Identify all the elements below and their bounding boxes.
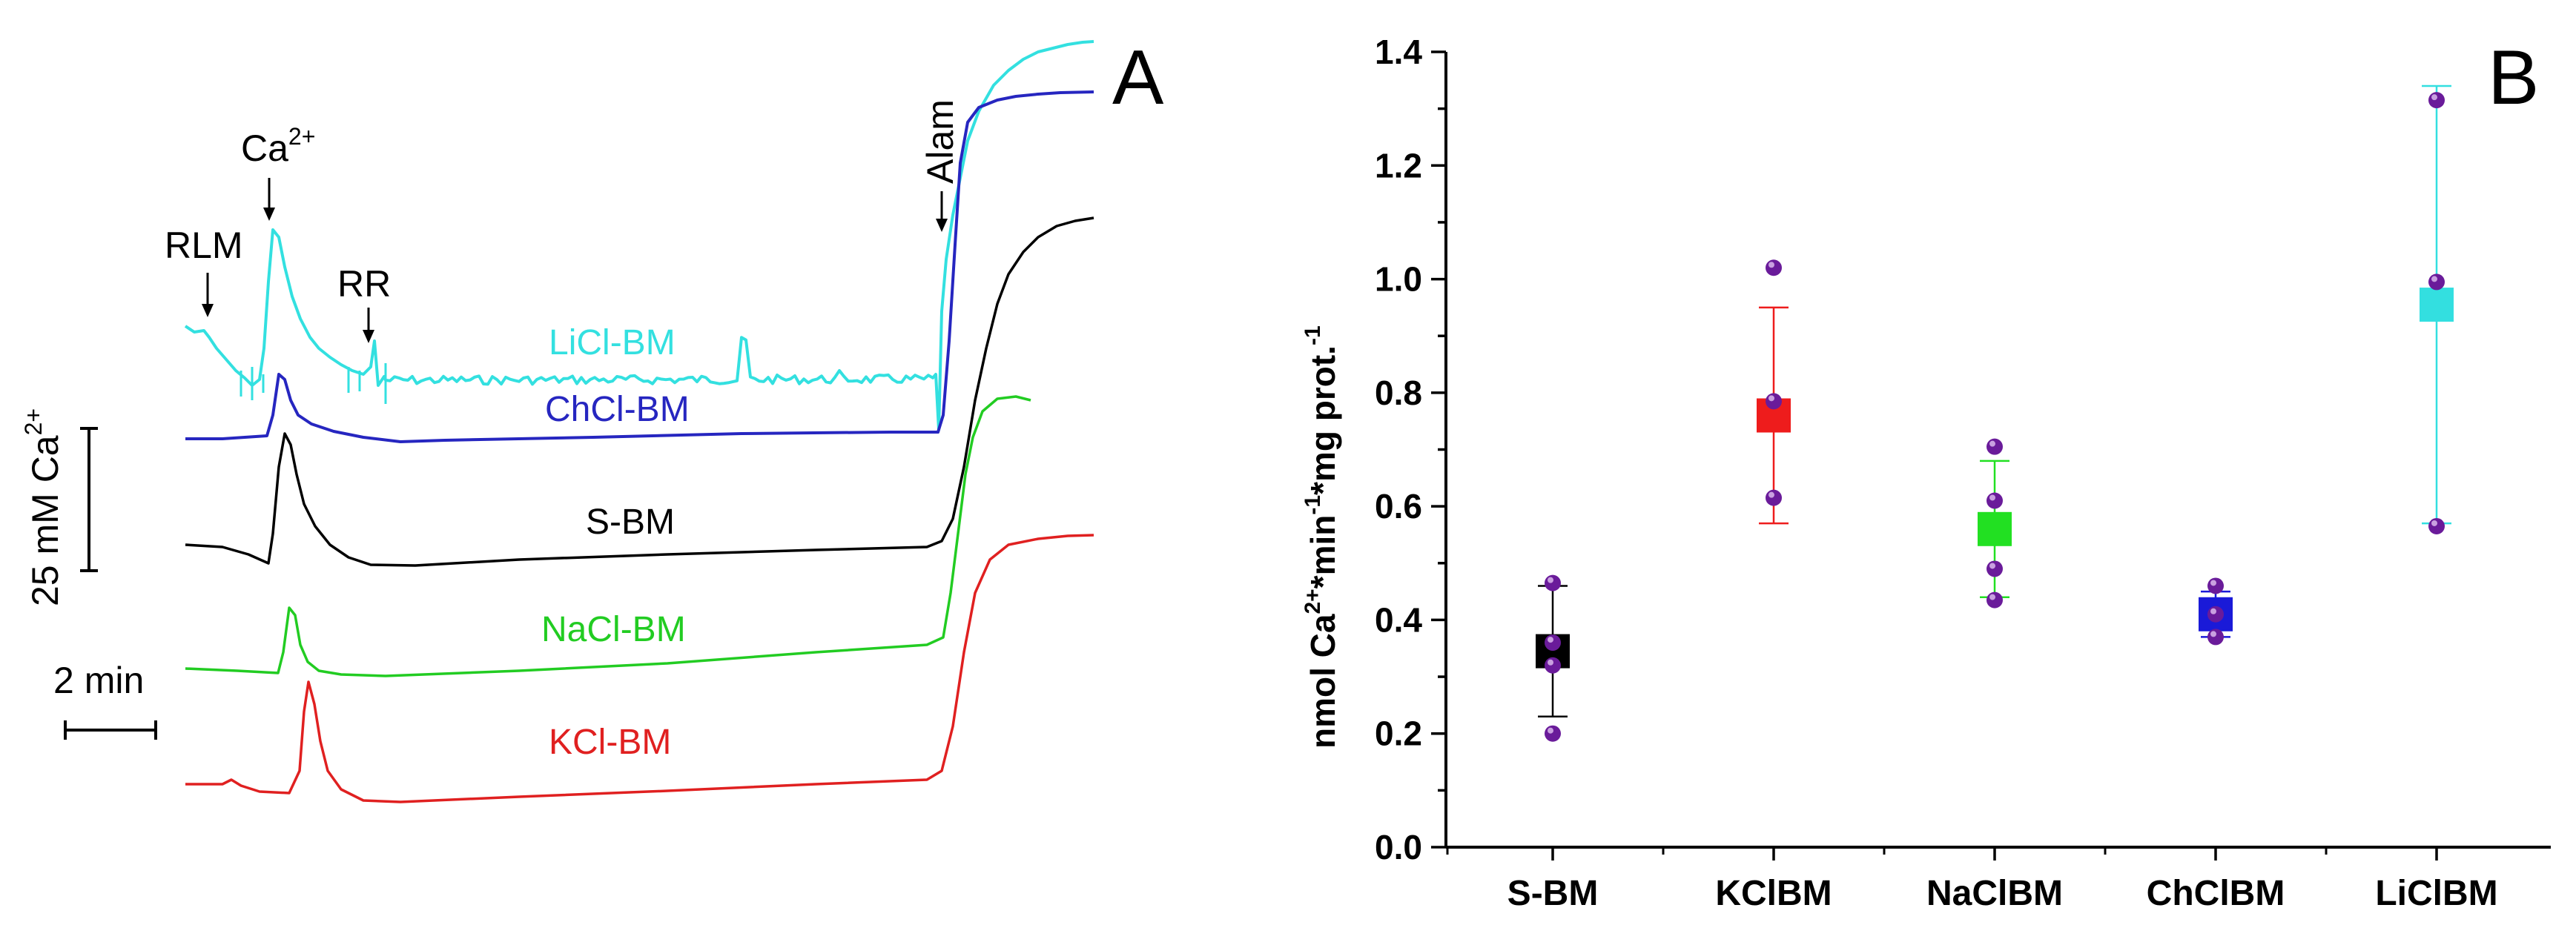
x-tick-label: LiClBM — [2375, 874, 2497, 913]
data-point — [1545, 657, 1561, 674]
series-naclbm — [1978, 438, 2012, 609]
panel-b-y-ticks: 0.0 0.2 0.4 0.6 0.8 1.0 1.2 1.4 — [1375, 33, 1446, 866]
y-tick-label: 0.2 — [1375, 714, 1422, 753]
data-point — [1545, 574, 1561, 591]
data-point — [1987, 492, 2003, 509]
data-point — [1987, 560, 2003, 577]
y-scale-label: 25 mM Ca2+ — [20, 408, 66, 606]
y-tick-label: 0.6 — [1375, 487, 1422, 525]
data-point-highlight — [1548, 727, 1553, 734]
data-point-highlight — [1768, 262, 1774, 268]
arrow-rlm — [202, 273, 214, 317]
x-tick-label: KClBM — [1715, 874, 1832, 913]
trace-label-chcl: ChCl-BM — [545, 390, 690, 429]
data-point-highlight — [1989, 563, 1995, 569]
y-tick-label: 0.4 — [1375, 600, 1422, 639]
arrow-alam — [936, 191, 948, 232]
data-point-highlight — [1989, 440, 1995, 447]
data-point-highlight — [1548, 659, 1553, 666]
annotation-ca: Ca2+ — [241, 123, 315, 169]
x-scale-label: 2 min — [53, 660, 144, 701]
trace-sbm — [185, 216, 1094, 567]
data-point — [1545, 634, 1561, 651]
arrow-ca — [263, 178, 275, 221]
panel-b-marks — [1536, 84, 2454, 742]
y-scale-bar — [80, 427, 98, 572]
panel-a: A LiCl-BM ChCl-BM S-BM NaCl-BM KCl-BM RL… — [20, 35, 1164, 803]
series-liclbm — [2420, 84, 2454, 534]
data-point-highlight — [1989, 594, 1995, 600]
trace-licl — [184, 40, 1094, 431]
x-tick-label: S-BM — [1507, 874, 1599, 913]
data-point-highlight — [2431, 276, 2437, 282]
panel-a-letter: A — [1112, 35, 1164, 121]
y-tick-label: 0.0 — [1375, 828, 1422, 866]
trace-chcl — [185, 90, 1094, 443]
annotation-ca-superscript: 2+ — [288, 123, 315, 150]
data-point-highlight — [1548, 637, 1553, 643]
data-point — [2428, 517, 2445, 534]
data-point-highlight — [1768, 491, 1774, 498]
trace-label-sbm: S-BM — [586, 503, 675, 542]
data-point-highlight — [1548, 577, 1553, 583]
data-point-highlight — [2210, 580, 2216, 586]
data-point — [1766, 393, 1782, 410]
x-tick-label: NaClBM — [1926, 874, 2063, 913]
data-point — [2207, 606, 2224, 623]
annotation-rr: RR — [337, 263, 391, 305]
data-point-highlight — [2431, 94, 2437, 101]
annotation-rlm: RLM — [165, 225, 243, 266]
trace-nacl — [185, 395, 1031, 677]
x-tick-label: ChClBM — [2147, 874, 2285, 913]
panel-b: B nmol Ca2+*min-1*mg prot.-1 0.00.20.40.… — [1301, 33, 2551, 913]
data-point — [1766, 489, 1782, 506]
svg-text:25 mM Ca2+: 25 mM Ca2+ — [20, 408, 66, 606]
svg-text:nmol Ca2+*min-1*mg prot.-1: nmol Ca2+*min-1*mg prot.-1 — [1301, 325, 1342, 749]
trace-label-licl: LiCl-BM — [549, 323, 676, 362]
data-point — [1766, 259, 1782, 276]
series-s-bm — [1536, 574, 1570, 742]
mean-marker — [1978, 511, 2012, 546]
annotation-alam: Alam — [919, 99, 961, 184]
panel-b-letter: B — [2488, 35, 2539, 121]
data-point-highlight — [2431, 520, 2437, 526]
y-tick-label: 1.4 — [1375, 33, 1422, 71]
data-point-highlight — [1768, 395, 1774, 402]
data-point — [2428, 92, 2445, 109]
x-scale-bar — [64, 720, 157, 740]
y-tick-label: 1.2 — [1375, 146, 1422, 185]
series-chclbm — [2199, 577, 2233, 646]
data-point-highlight — [2210, 631, 2216, 637]
trace-kcl — [185, 534, 1094, 803]
data-point — [1987, 438, 2003, 455]
data-point-highlight — [1989, 494, 1995, 501]
arrow-rr — [363, 308, 374, 343]
panel-b-x-ticks: S-BM KClBM NaClBM ChClBM LiClBM — [1446, 847, 2498, 913]
data-point — [2207, 629, 2224, 646]
y-axis-label: nmol Ca2+*min-1*mg prot.-1 — [1301, 325, 1342, 749]
series-kclbm — [1757, 259, 1791, 525]
data-point — [1987, 591, 2003, 609]
data-point-highlight — [2210, 608, 2216, 614]
panel-a-traces — [184, 40, 1094, 803]
data-point — [1545, 725, 1561, 742]
svg-text:Ca2+: Ca2+ — [241, 123, 315, 169]
y-tick-label: 1.0 — [1375, 260, 1422, 299]
data-point — [2428, 273, 2445, 291]
y-tick-label: 0.8 — [1375, 374, 1422, 412]
data-point — [2207, 577, 2224, 594]
trace-label-kcl: KCl-BM — [549, 723, 671, 762]
mean-marker — [2420, 288, 2454, 322]
trace-label-nacl: NaCl-BM — [541, 610, 686, 649]
